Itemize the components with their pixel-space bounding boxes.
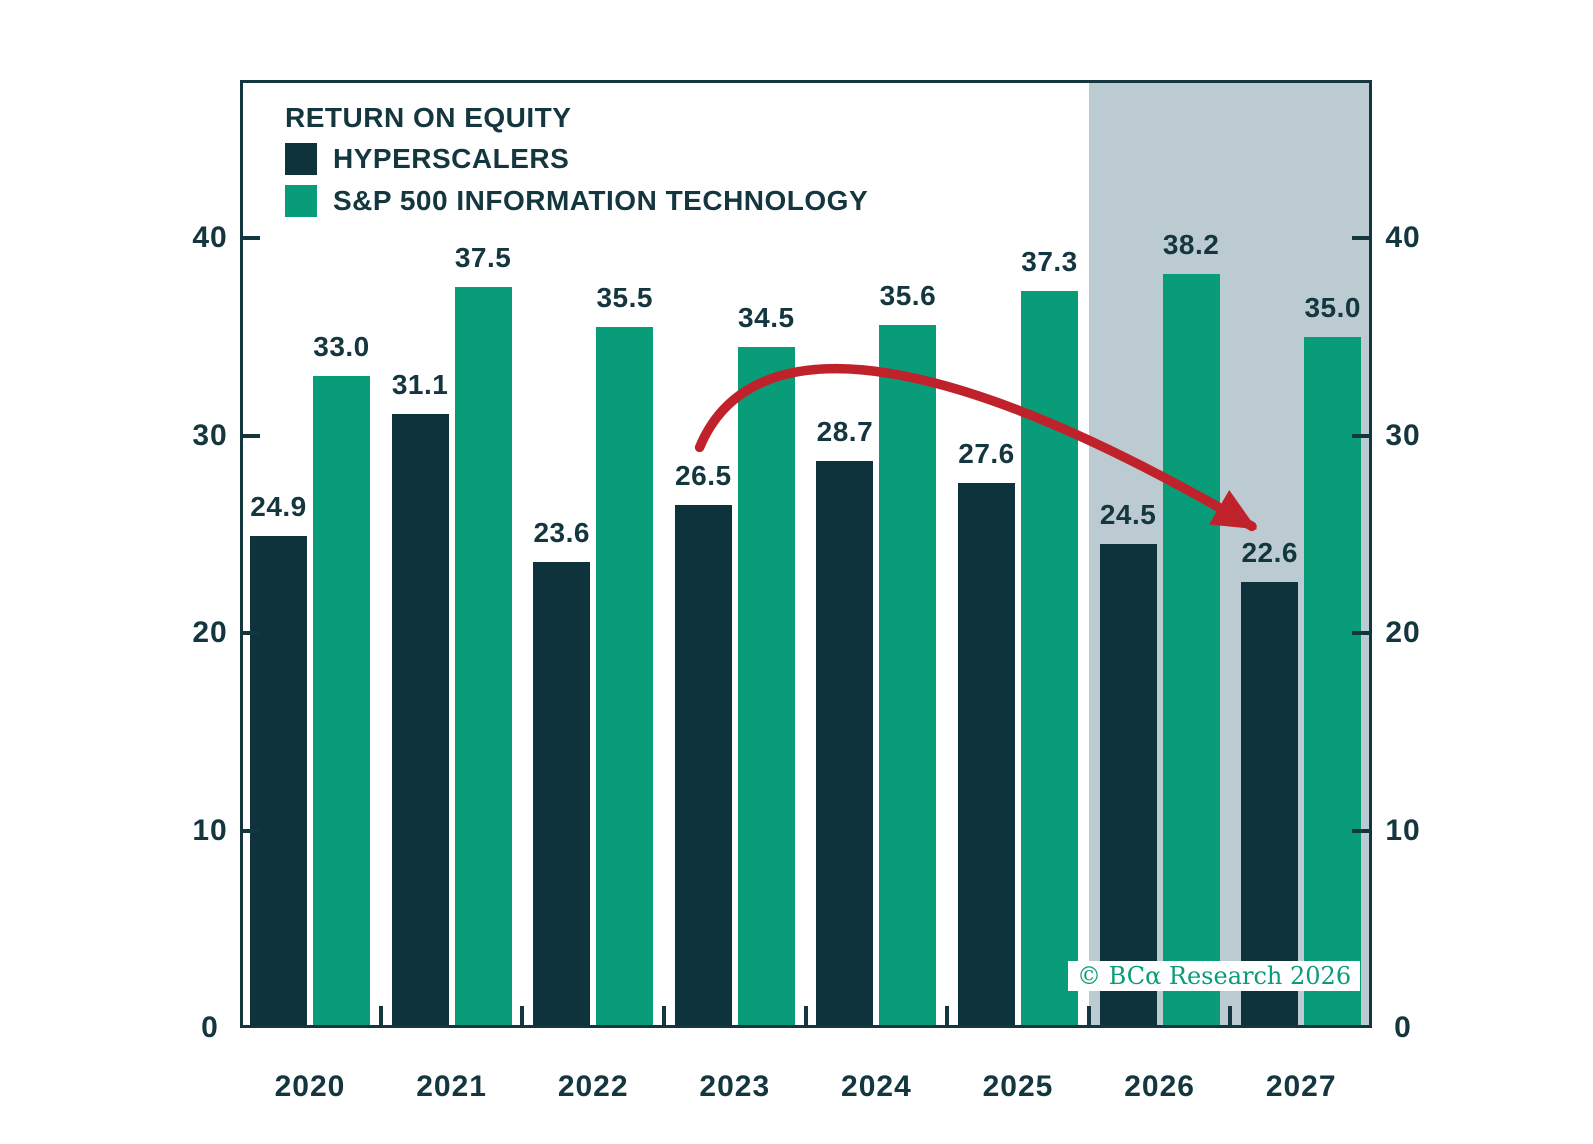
value-label-hyperscalers-2022: 23.6 [533,516,590,548]
bar-hyperscalers-2020 [250,536,307,1028]
bar-sp500-it-2025 [1021,291,1078,1028]
y-axis-tick-right-40 [1352,236,1372,240]
value-label-hyperscalers-2027: 22.6 [1241,536,1298,568]
bar-hyperscalers-2022 [533,561,591,1028]
y-axis-label-left-40: 40 [192,221,228,254]
x-axis-label-2026: 2026 [1124,1070,1195,1103]
bar-sp500-it-2020 [313,376,370,1028]
bca-research-watermark: © BCα Research 2026 [1068,961,1361,991]
value-label-sp500-it-2021: 37.5 [454,242,512,274]
bar-hyperscalers-2027 [1241,581,1299,1028]
legend-label-sp500-it: S&P 500 INFORMATION TECHNOLOGY [333,185,869,216]
x-axis-minor-tick [1086,1006,1091,1028]
bar-hyperscalers-2025 [958,482,1015,1028]
value-label-sp500-it-2027: 35.0 [1304,291,1361,323]
y-axis-label-left-0: 0 [201,1011,219,1044]
legend-item-hyperscalers: HYPERSCALERS [285,143,868,175]
bar-sp500-it-2026 [1162,273,1220,1028]
x-axis-minor-tick [803,1006,808,1028]
hyperscalers-swatch-icon [285,143,317,175]
bar-hyperscalers-2026 [1099,544,1157,1028]
y-axis-tick-right-10 [1352,828,1372,833]
x-axis-minor-tick [1228,1006,1233,1028]
bar-sp500-it-2022 [596,326,654,1028]
value-label-sp500-it-2022: 35.5 [596,281,653,313]
chart-title: RETURN ON EQUITY [285,102,572,133]
value-label-sp500-it-2024: 35.6 [879,279,937,311]
value-label-sp500-it-2026: 38.2 [1162,228,1220,260]
y-axis-label-left-20: 20 [192,616,228,649]
value-label-hyperscalers-2026: 24.5 [1099,499,1157,531]
y-axis-tick-left-40 [240,236,260,240]
legend-item-sp500-it: S&P 500 INFORMATION TECHNOLOGY [285,185,868,217]
value-label-sp500-it-2020: 33.0 [313,331,370,363]
x-axis-minor-tick [378,1006,383,1028]
bar-sp500-it-2027 [1304,336,1362,1028]
y-axis-tick-right-20 [1352,631,1372,635]
y-axis-label-left-10: 10 [192,813,228,847]
value-label-hyperscalers-2024: 28.7 [816,416,874,448]
value-label-hyperscalers-2023: 26.5 [675,459,732,491]
y-axis-label-left-30: 30 [192,418,228,452]
x-axis-label-2020: 2020 [274,1070,346,1103]
bar-sp500-it-2021 [454,287,512,1028]
y-axis-label-right-40: 40 [1385,221,1421,254]
x-axis-minor-tick [662,1006,666,1028]
x-axis-minor-tick [520,1006,525,1028]
x-axis-label-2022: 2022 [557,1070,629,1103]
bar-hyperscalers-2021 [391,413,449,1028]
y-axis-tick-left-30 [240,433,260,438]
x-axis-label-2024: 2024 [841,1070,912,1103]
value-label-hyperscalers-2021: 31.1 [391,368,449,400]
bar-hyperscalers-2024 [816,461,874,1028]
y-axis-label-right-20: 20 [1385,616,1421,649]
y-axis-tick-right-30 [1352,433,1372,438]
bar-hyperscalers-2023 [674,504,732,1028]
y-axis-tick-left-10 [240,828,260,833]
y-axis-tick-left-20 [240,631,260,635]
x-axis-label-2023: 2023 [699,1070,771,1103]
value-label-sp500-it-2025: 37.3 [1021,246,1078,278]
y-axis-label-right-10: 10 [1385,813,1421,847]
sp500-it-swatch-icon [285,185,317,217]
value-label-hyperscalers-2025: 27.6 [958,437,1015,469]
x-axis-minor-tick [945,1006,950,1028]
value-label-sp500-it-2023: 34.5 [738,301,795,333]
legend-label-hyperscalers: HYPERSCALERS [333,143,570,174]
x-axis-label-2025: 2025 [982,1070,1054,1103]
y-axis-label-right-0: 0 [1394,1011,1412,1044]
x-axis-label-2021: 2021 [416,1070,487,1103]
x-axis-label-2027: 2027 [1265,1070,1337,1103]
y-axis-label-right-30: 30 [1385,418,1421,452]
legend: RETURN ON EQUITY HYPERSCALERS S&P 500 IN… [285,102,868,227]
value-label-hyperscalers-2020: 24.9 [250,491,307,523]
